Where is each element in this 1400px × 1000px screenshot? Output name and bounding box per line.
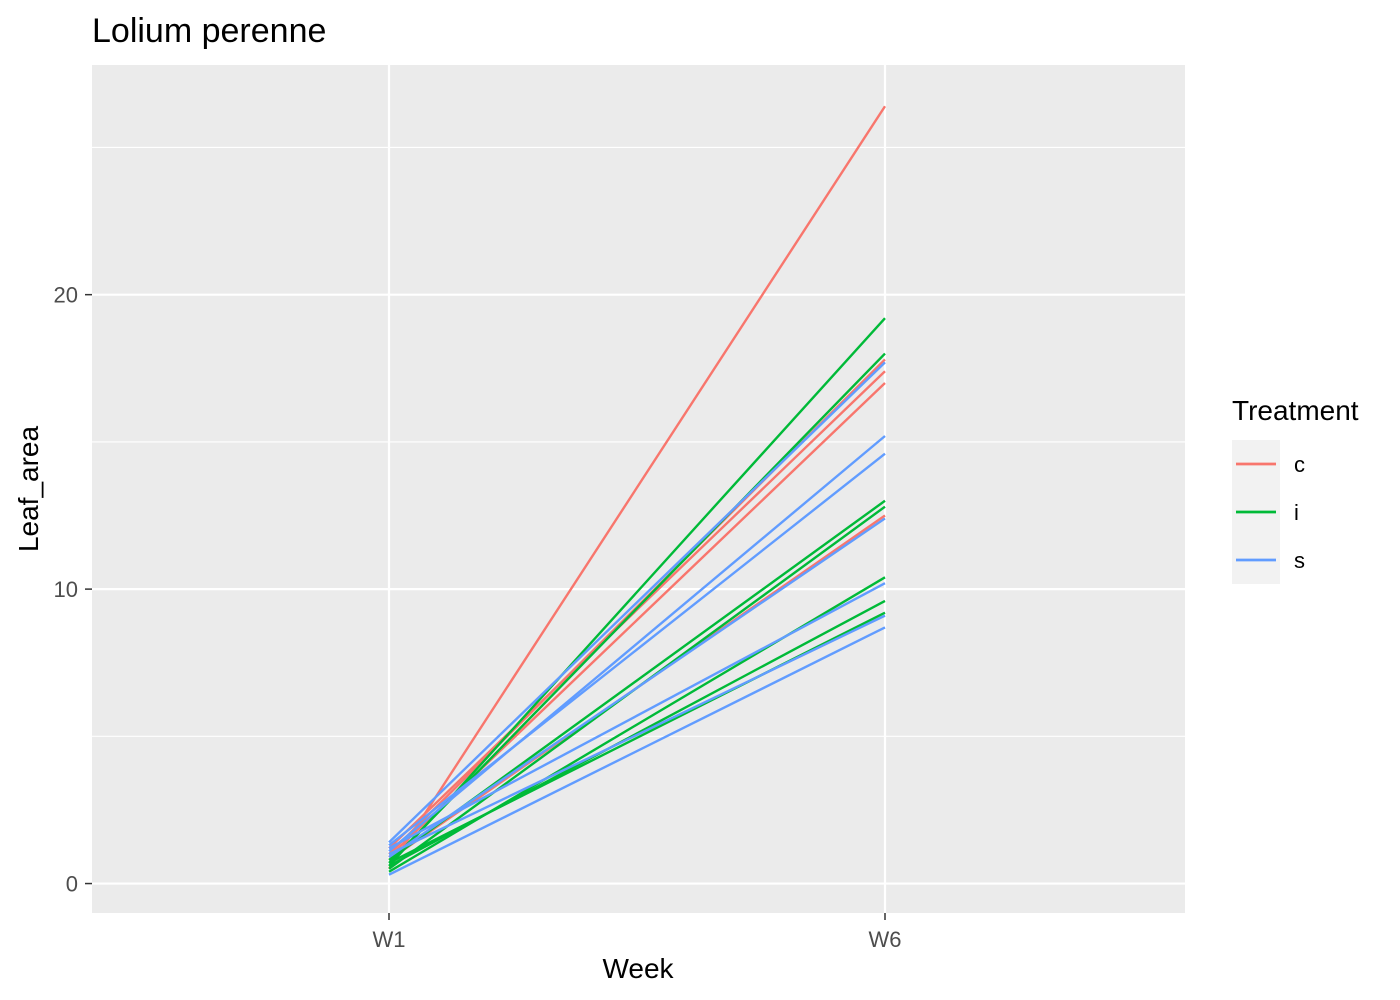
x-tick-label: W6	[869, 927, 902, 952]
legend: Treatment cis	[1232, 395, 1359, 584]
legend-label-s: s	[1294, 548, 1305, 573]
series-line-i	[388, 317, 886, 867]
series-line-s	[388, 614, 886, 856]
x-axis-title: Week	[602, 953, 674, 984]
series-line-s	[388, 517, 886, 859]
x-tick-label: W1	[373, 927, 406, 952]
y-tick-label: 20	[54, 283, 78, 308]
series-line-s	[388, 582, 886, 850]
series-line-s	[388, 361, 886, 844]
legend-title: Treatment	[1232, 395, 1359, 426]
series-line-s	[388, 435, 886, 853]
series-line-s	[388, 452, 886, 847]
y-axis-title: Leaf_area	[13, 426, 44, 553]
legend-label-c: c	[1294, 452, 1305, 477]
plot-panel	[92, 65, 1185, 913]
legend-label-i: i	[1294, 500, 1299, 525]
axes: 0 10 20 W1 W6	[54, 283, 902, 952]
y-tick-label: 0	[66, 872, 78, 897]
series-line-c	[387, 105, 887, 870]
series-line-s	[388, 626, 886, 876]
series-line-i	[388, 352, 886, 864]
y-tick-label: 10	[54, 577, 78, 602]
series-lines	[387, 105, 887, 876]
chart-title: Lolium perenne	[92, 12, 326, 50]
